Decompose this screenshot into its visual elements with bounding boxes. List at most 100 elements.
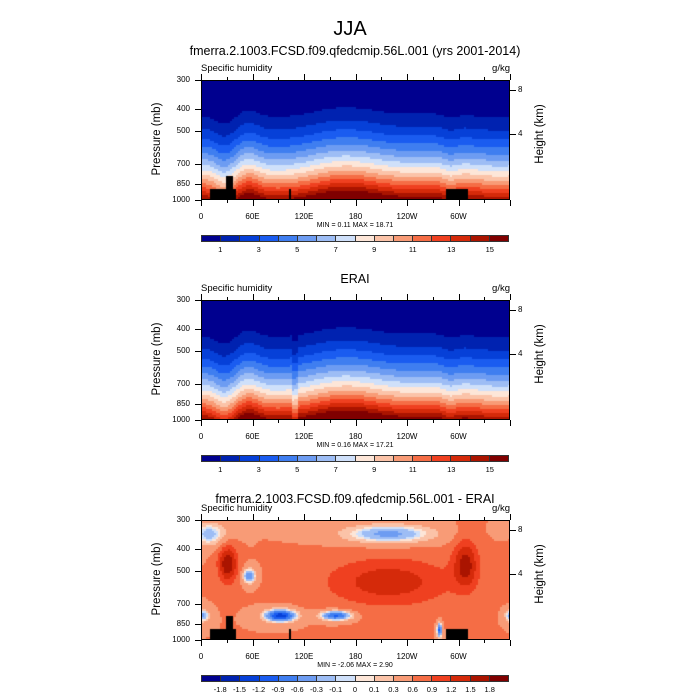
colorbar-label: -0.9 xyxy=(271,685,285,694)
colorbar xyxy=(201,675,509,682)
x-tick-mark-major xyxy=(355,420,357,426)
x-tick-label: 180 xyxy=(348,432,363,441)
x-tick-mark-top-major xyxy=(510,514,511,520)
colorbar-label: 0.3 xyxy=(388,685,399,694)
colorbar-swatch xyxy=(470,456,490,461)
colorbar-swatch xyxy=(240,236,260,241)
colorbar-swatch xyxy=(432,456,452,461)
y-right-tick-mark xyxy=(510,529,516,531)
colorbar-label: 5 xyxy=(295,465,300,474)
x-tick-label: 60W xyxy=(450,652,467,661)
x-tick-mark-top-major xyxy=(304,74,305,80)
x-tick-label: 0 xyxy=(198,212,204,221)
colorbar-label: -0.3 xyxy=(310,685,323,694)
y-tick-label: 400 xyxy=(176,103,190,113)
x-tick-mark-top-major xyxy=(304,294,305,300)
x-tick-mark-top-major xyxy=(252,74,254,80)
x-tick-mark-major xyxy=(304,200,305,206)
x-tick-mark-minor xyxy=(381,200,383,203)
colorbar-swatch xyxy=(374,236,394,241)
contour-field xyxy=(202,301,509,419)
colorbar-swatch xyxy=(317,456,337,461)
y-tick-mark xyxy=(195,300,201,301)
x-tick-mark-major xyxy=(510,420,511,426)
y-tick-label: 850 xyxy=(176,178,190,188)
colorbar-swatch xyxy=(355,676,375,681)
x-tick-label: 120E xyxy=(294,212,314,221)
colorbar-label: 1 xyxy=(218,465,223,474)
units-label: g/kg xyxy=(492,283,510,294)
x-tick-mark-top-minor xyxy=(381,517,383,520)
y-tick-mark xyxy=(195,640,201,641)
x-tick-mark-top-minor xyxy=(329,517,331,520)
x-tick-label: 60E xyxy=(245,212,260,221)
y-tick-label: 400 xyxy=(176,543,190,553)
y-tick-label: 850 xyxy=(176,398,190,408)
y-tick-mark xyxy=(195,604,201,606)
colorbar-label: 7 xyxy=(333,465,338,474)
x-tick-label: 60E xyxy=(245,432,260,441)
x-tick-mark-top-major xyxy=(252,294,254,300)
plot-area xyxy=(201,80,510,200)
colorbar-label: 11 xyxy=(408,245,417,254)
x-tick-mark-top-major xyxy=(458,294,460,300)
colorbar-label: 13 xyxy=(447,245,456,254)
x-tick-mark-major xyxy=(304,420,305,426)
colorbar-swatch xyxy=(221,676,241,681)
colorbar-label: 9 xyxy=(372,245,377,254)
x-tick-mark-minor xyxy=(381,640,383,643)
x-tick-mark-minor xyxy=(226,420,228,423)
colorbar-swatch xyxy=(355,236,375,241)
colorbar-swatch xyxy=(393,456,414,461)
x-tick-label: 60E xyxy=(245,652,260,661)
y-right-tick-mark xyxy=(510,574,516,575)
variable-label: Specific humidity xyxy=(201,63,273,74)
x-tick-mark-major xyxy=(458,640,460,646)
colorbar-swatch xyxy=(336,676,356,681)
colorbar-label: 15 xyxy=(485,465,494,474)
x-tick-mark-minor xyxy=(226,640,228,643)
colorbar-label: -0.6 xyxy=(290,685,304,694)
colorbar-swatch xyxy=(297,456,318,461)
y-tick-mark xyxy=(195,420,201,421)
colorbar-swatch xyxy=(221,456,241,461)
colorbar-label: 3 xyxy=(256,245,261,254)
x-tick-mark-top-minor xyxy=(278,517,280,520)
colorbar-swatch xyxy=(336,456,356,461)
x-tick-mark-major xyxy=(252,200,254,206)
y-right-tick-mark xyxy=(510,89,516,91)
y-right-tick-mark xyxy=(510,354,516,355)
y-tick-mark xyxy=(195,80,201,81)
x-tick-mark-top-minor xyxy=(278,77,280,80)
colorbar-label: 1.5 xyxy=(465,685,476,694)
y-tick-label: 850 xyxy=(176,618,190,628)
y-tick-label: 300 xyxy=(176,75,190,84)
x-tick-mark-minor xyxy=(278,200,280,203)
colorbar-swatch xyxy=(451,676,471,681)
x-tick-mark-major xyxy=(304,640,305,646)
contour-field xyxy=(202,521,509,639)
y-tick-label: 500 xyxy=(176,125,190,135)
colorbar-label: 0 xyxy=(352,685,358,694)
colorbar-swatch xyxy=(278,236,298,241)
x-tick-mark-top-major xyxy=(407,74,408,80)
colorbar-swatch xyxy=(374,676,394,681)
x-tick-mark-minor xyxy=(278,420,280,423)
y-tick-mark xyxy=(195,384,201,386)
x-tick-mark-top-major xyxy=(510,294,511,300)
colorbar-swatch xyxy=(202,676,222,681)
y-tick-label: 300 xyxy=(176,515,190,524)
x-tick-mark-minor xyxy=(484,640,486,643)
y-axis-right-label: Height (km) xyxy=(534,104,546,164)
x-tick-label: 60W xyxy=(450,432,467,441)
y-tick-label: 700 xyxy=(176,599,190,609)
colorbar-swatch xyxy=(432,236,452,241)
y-tick-label: 700 xyxy=(176,159,190,169)
x-tick-mark-minor xyxy=(226,200,228,203)
x-tick-mark-major xyxy=(201,640,202,646)
colorbar-swatch xyxy=(489,456,508,461)
min-max-label: MIN = 0.16 MAX = 17.21 xyxy=(316,442,394,449)
y-tick-mark xyxy=(195,164,201,166)
y-right-tick-label: 4 xyxy=(518,349,523,358)
x-tick-mark-top-major xyxy=(407,294,408,300)
